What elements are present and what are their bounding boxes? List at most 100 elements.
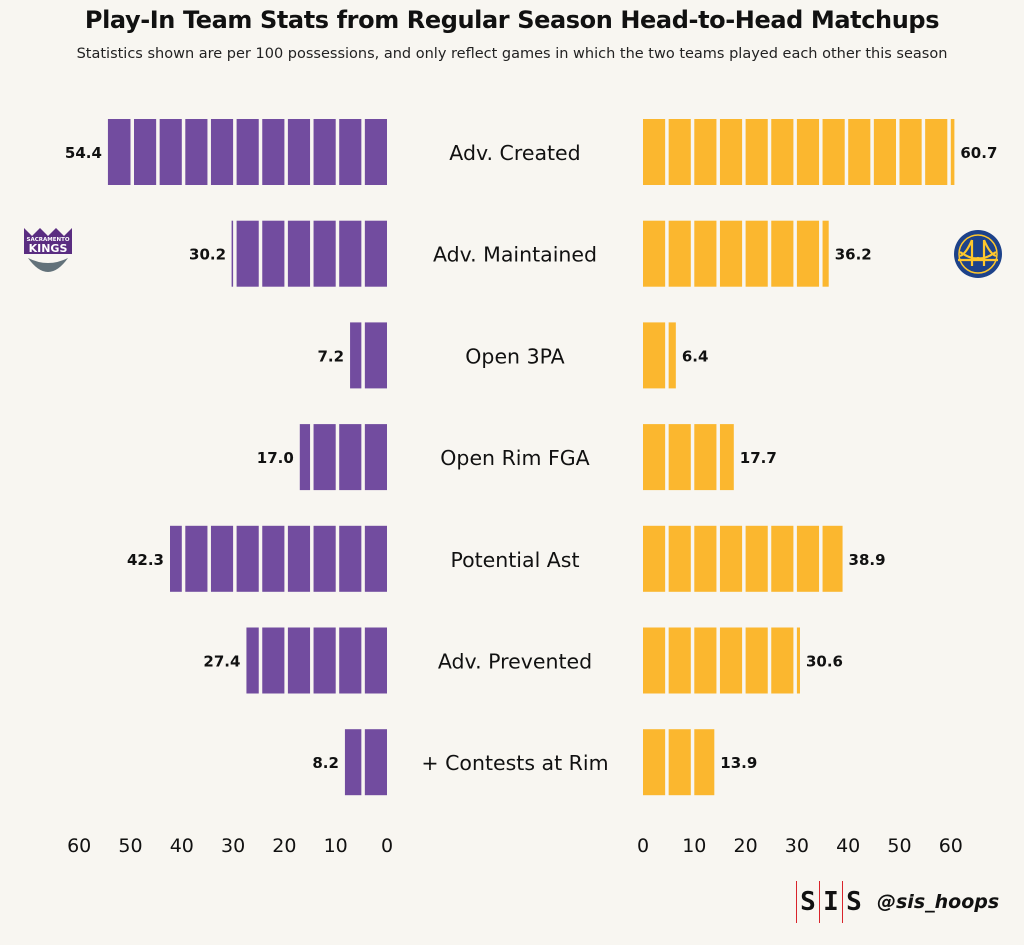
logo-letter-s: S — [796, 881, 819, 923]
warriors-value-label-open-3pa: 6.4 — [682, 347, 709, 365]
category-label-adv-created: Adv. Created — [449, 141, 580, 165]
kings-bar-segment-open-rim-fga — [313, 424, 336, 491]
warriors-bar-segment-potential-ast — [745, 525, 768, 592]
kings-bar-segment-adv-maintained — [236, 220, 259, 287]
warriors-bar-segment-potential-ast — [822, 525, 843, 592]
kings-value-label-open-rim-fga: 17.0 — [257, 449, 294, 467]
warriors-bar-segment-adv-prevented — [719, 627, 743, 694]
chart-title: Play-In Team Stats from Regular Season H… — [84, 6, 940, 34]
kings-bar-segment-adv-created — [262, 119, 285, 185]
kings-bar-segment-potential-ast — [287, 525, 311, 592]
kings-bar-segment-potential-ast — [339, 525, 362, 592]
kings-bar-segment-open-rim-fga — [299, 424, 311, 491]
right-axis-tick: 50 — [887, 835, 911, 857]
logo-ring-inner — [958, 234, 998, 274]
right-axis-tick: 40 — [836, 835, 860, 857]
warriors-bar-segment-open-rim-fga — [719, 424, 734, 491]
warriors-bar-segment-contests-at-rim — [643, 729, 666, 796]
warriors-bar-segment-adv-prevented — [796, 627, 800, 694]
kings-value-label-adv-maintained: 30.2 — [189, 246, 226, 264]
right-axis-tick: 0 — [637, 835, 649, 857]
category-label-open-rim-fga: Open Rim FGA — [440, 446, 589, 470]
kings-bar-segment-adv-prevented — [313, 627, 336, 694]
warriors-bar-segment-adv-created — [848, 119, 871, 185]
warriors-bar-segment-adv-created — [925, 119, 948, 185]
kings-bar-segment-adv-maintained — [364, 220, 387, 287]
warriors-bar-segment-adv-created — [873, 119, 896, 185]
warriors-bar-segment-potential-ast — [668, 525, 691, 592]
kings-bar-segment-adv-created — [364, 119, 387, 185]
kings-bar-segment-open-3pa — [350, 322, 362, 389]
kings-value-label-contests-at-rim: 8.2 — [312, 754, 339, 772]
left-axis-tick: 0 — [381, 835, 393, 857]
logo-text-kings: KINGS — [29, 242, 68, 255]
chart-subtitle: Statistics shown are per 100 possessions… — [76, 46, 948, 62]
warriors-bar-segment-adv-created — [771, 119, 794, 185]
kings-bar-segment-adv-maintained — [262, 220, 285, 287]
warriors-bar-segment-adv-created — [745, 119, 768, 185]
twitter-handle: @sis_hoops — [877, 891, 1000, 913]
warriors-bar-segment-adv-created — [899, 119, 922, 185]
warriors-bar-segment-adv-prevented — [745, 627, 768, 694]
kings-logo: SACRAMENTO KINGS — [24, 228, 72, 272]
kings-bar-segment-adv-created — [236, 119, 259, 185]
kings-value-label-open-3pa: 7.2 — [317, 347, 344, 365]
category-label-adv-prevented: Adv. Prevented — [438, 650, 592, 674]
warriors-bar-segment-adv-maintained — [719, 220, 743, 287]
warriors-bar-segment-open-3pa — [668, 322, 676, 389]
warriors-value-label-open-rim-fga: 17.7 — [740, 449, 777, 467]
kings-bar-segment-open-rim-fga — [339, 424, 362, 491]
warriors-value-label-contests-at-rim: 13.9 — [720, 754, 757, 772]
warriors-logo — [954, 230, 1002, 278]
left-axis-tick: 40 — [170, 835, 194, 857]
warriors-bar-segment-adv-maintained — [745, 220, 768, 287]
warriors-bar-segment-open-rim-fga — [643, 424, 666, 491]
kings-bar-segment-potential-ast — [210, 525, 234, 592]
sis-branding: S I S @sis_hoops — [796, 877, 999, 927]
kings-bar-segment-adv-created — [313, 119, 336, 185]
logo-letter-s2: S — [842, 881, 865, 923]
warriors-bar-segment-adv-created — [796, 119, 820, 185]
warriors-bar-segment-adv-created — [694, 119, 717, 185]
kings-bar-segment-adv-prevented — [246, 627, 259, 694]
kings-value-label-adv-created: 54.4 — [65, 144, 102, 162]
kings-bar-segment-open-3pa — [364, 322, 387, 389]
category-label-contests-at-rim: + Contests at Rim — [421, 751, 608, 775]
kings-bar-segment-potential-ast — [236, 525, 259, 592]
kings-bar-segment-contests-at-rim — [344, 729, 362, 796]
warriors-value-label-adv-created: 60.7 — [960, 144, 997, 162]
warriors-bar-segment-potential-ast — [694, 525, 717, 592]
kings-bar-segment-adv-prevented — [262, 627, 285, 694]
kings-bar-segment-potential-ast — [364, 525, 387, 592]
left-axis-tick: 20 — [272, 835, 296, 857]
warriors-bar-segment-potential-ast — [796, 525, 820, 592]
kings-bar-segment-contests-at-rim — [364, 729, 387, 796]
kings-bar-segment-adv-created — [159, 119, 182, 185]
category-labels: Adv. Created Adv. Maintained Open 3PA Open … — [421, 141, 608, 775]
warriors-bar-segment-adv-created — [950, 119, 955, 185]
left-axis-tick: 10 — [324, 835, 348, 857]
warriors-value-label-adv-prevented: 30.6 — [806, 653, 843, 671]
kings-bar-segment-potential-ast — [313, 525, 336, 592]
logo-letter-i: I — [819, 881, 842, 923]
left-axis-tick: 50 — [118, 835, 142, 857]
kings-bar-segment-adv-prevented — [287, 627, 311, 694]
warriors-value-label-adv-maintained: 36.2 — [835, 246, 872, 264]
kings-bar-segment-adv-prevented — [339, 627, 362, 694]
warriors-value-label-potential-ast: 38.9 — [849, 551, 886, 569]
warriors-bar-segment-potential-ast — [643, 525, 666, 592]
kings-bar-segment-adv-created — [339, 119, 362, 185]
logo-ring — [954, 230, 1002, 278]
right-axis-tick: 10 — [682, 835, 706, 857]
warriors-bar-segment-open-3pa — [643, 322, 666, 389]
crown-icon — [24, 228, 72, 254]
kings-bar-segment-adv-prevented — [364, 627, 387, 694]
kings-value-label-potential-ast: 42.3 — [127, 551, 164, 569]
warriors-bar-segment-adv-created — [719, 119, 743, 185]
kings-bar-segment-adv-created — [210, 119, 234, 185]
bridge-icon — [958, 239, 998, 266]
kings-value-label-adv-prevented: 27.4 — [203, 653, 240, 671]
warriors-bar-segment-adv-created — [668, 119, 691, 185]
right-axis-tick: 30 — [785, 835, 809, 857]
